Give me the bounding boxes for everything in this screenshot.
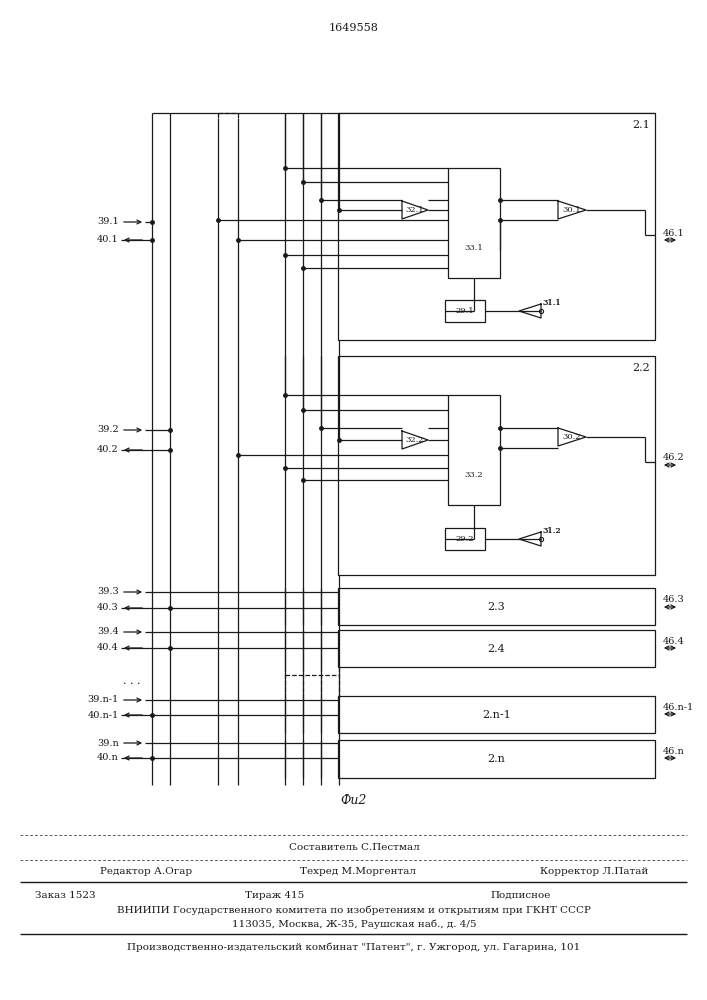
Text: 2.1: 2.1 (632, 120, 650, 130)
Text: 40.4: 40.4 (98, 644, 119, 652)
Text: 40.2: 40.2 (98, 446, 119, 454)
Bar (338, 630, 655, 667)
Bar (338, 740, 655, 778)
Text: 46.n-1: 46.n-1 (663, 702, 694, 712)
Bar (338, 588, 655, 625)
Bar (448, 395, 500, 505)
Bar (338, 356, 655, 575)
Text: 2.3: 2.3 (488, 601, 506, 611)
Text: Редактор А.Огар: Редактор А.Огар (100, 867, 192, 876)
Text: 40.1: 40.1 (98, 235, 119, 244)
Bar (338, 113, 655, 340)
Text: 39.4: 39.4 (98, 628, 119, 637)
Text: Составитель С.Пестмал: Составитель С.Пестмал (288, 844, 419, 852)
Text: 39.n-1: 39.n-1 (88, 696, 119, 704)
Text: 33.1: 33.1 (464, 244, 484, 252)
Text: 32.2: 32.2 (406, 436, 424, 444)
Text: 2.n-1: 2.n-1 (482, 710, 511, 720)
Text: 40.n-1: 40.n-1 (88, 710, 119, 720)
Text: Корректор Л.Патай: Корректор Л.Патай (540, 867, 648, 876)
Text: Подписное: Подписное (490, 890, 550, 900)
Text: 39.n: 39.n (98, 738, 119, 748)
Text: 31.1: 31.1 (543, 299, 561, 307)
Text: 2.4: 2.4 (488, 644, 506, 654)
Text: 32.1: 32.1 (406, 206, 424, 214)
Text: . . .: . . . (123, 676, 141, 686)
Text: ВНИИПИ Государственного комитета по изобретениям и открытиям при ГКНТ СССР: ВНИИПИ Государственного комитета по изоб… (117, 905, 591, 915)
Text: 2.2: 2.2 (632, 363, 650, 373)
Text: 40.n: 40.n (98, 754, 119, 762)
Bar (338, 696, 655, 733)
Text: 31.1: 31.1 (543, 299, 561, 307)
Text: 31.2: 31.2 (543, 527, 561, 535)
Text: 30.2: 30.2 (563, 433, 581, 441)
Bar (448, 168, 500, 278)
Text: Тираж 415: Тираж 415 (245, 890, 304, 900)
Bar (445, 300, 485, 322)
Bar (445, 528, 485, 550)
Text: Заказ 1523: Заказ 1523 (35, 890, 95, 900)
Text: 31.2: 31.2 (543, 527, 561, 535)
Text: 29.2: 29.2 (456, 535, 474, 543)
Text: 40.3: 40.3 (98, 603, 119, 612)
Text: 46.3: 46.3 (663, 595, 685, 604)
Text: 46.n: 46.n (663, 746, 685, 756)
Text: 113035, Москва, Ж-35, Раушская наб., д. 4/5: 113035, Москва, Ж-35, Раушская наб., д. … (232, 919, 477, 929)
Text: 39.3: 39.3 (98, 587, 119, 596)
Text: 46.1: 46.1 (663, 229, 685, 237)
Text: 39.2: 39.2 (98, 426, 119, 434)
Text: 1649558: 1649558 (329, 23, 379, 33)
Text: 2.n: 2.n (488, 754, 506, 764)
Text: 33.2: 33.2 (464, 471, 484, 479)
Text: Производственно-издательский комбинат "Патент", г. Ужгород, ул. Гагарина, 101: Производственно-издательский комбинат "П… (127, 942, 580, 952)
Text: 46.2: 46.2 (663, 454, 685, 462)
Text: 39.1: 39.1 (98, 218, 119, 227)
Text: Техред М.Моргентал: Техред М.Моргентал (300, 867, 416, 876)
Text: 29.1: 29.1 (456, 307, 474, 315)
Text: 30.1: 30.1 (563, 206, 581, 214)
Text: Фи2: Фи2 (341, 794, 367, 806)
Text: 46.4: 46.4 (663, 637, 685, 646)
